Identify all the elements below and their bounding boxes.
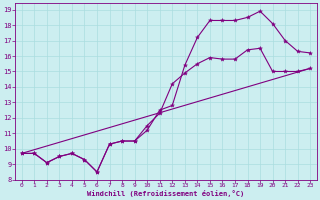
X-axis label: Windchill (Refroidissement éolien,°C): Windchill (Refroidissement éolien,°C) bbox=[87, 190, 244, 197]
